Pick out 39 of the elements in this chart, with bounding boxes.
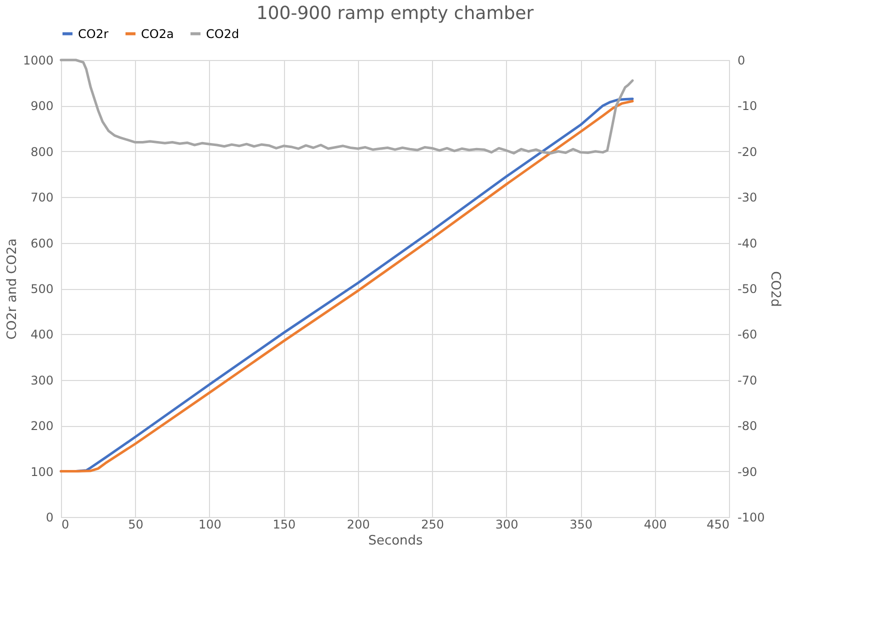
- y2-tick-label: -30: [738, 190, 758, 205]
- y2-tick-label: -10: [738, 99, 758, 114]
- x-tick-label: 300: [495, 518, 518, 532]
- y-tick-label: 300: [30, 373, 54, 388]
- x-tick-label: 250: [421, 518, 444, 532]
- legend-label: CO2r: [78, 26, 108, 41]
- y2-axis-title: CO2d: [768, 271, 783, 307]
- y2-tick-label: -50: [738, 282, 758, 296]
- y2-tick-label: -90: [738, 464, 758, 479]
- y2-tick-label: -80: [738, 419, 758, 434]
- y-tick-label: 400: [30, 328, 54, 342]
- y-tick-label: 100: [30, 464, 54, 479]
- x-tick-label: 350: [570, 518, 593, 532]
- x-tick-label: 400: [644, 518, 667, 532]
- y-axis-title: CO2r and CO2a: [4, 238, 20, 340]
- x-tick-label: 50: [128, 518, 144, 532]
- legend-label: CO2a: [141, 26, 174, 41]
- x-tick-label: 450: [706, 518, 730, 532]
- line-series: [60, 58, 634, 154]
- y-tick-label: 700: [30, 190, 54, 205]
- y-tick-label: 200: [30, 419, 54, 434]
- x-tick-label: 150: [272, 518, 296, 532]
- y-tick-label: 600: [30, 236, 54, 250]
- y2-tick-label: -100: [738, 510, 765, 524]
- x-tick-label: 200: [346, 518, 370, 532]
- y-tick-label: 1000: [22, 54, 54, 68]
- y2-tick-label: -20: [738, 144, 758, 159]
- y2-tick-label: -60: [738, 328, 758, 342]
- y2-tick-label: -40: [738, 236, 758, 250]
- y-tick-label: 800: [30, 144, 54, 159]
- chart-title: 100-900 ramp empty chamber: [256, 3, 534, 24]
- x-axis-title: Seconds: [368, 534, 424, 548]
- y2-tick-label: -70: [738, 373, 758, 388]
- y-tick-label: 900: [30, 99, 54, 114]
- y-tick-label: 500: [30, 282, 54, 296]
- legend-label: CO2d: [206, 26, 240, 41]
- x-tick-label: 100: [198, 518, 222, 532]
- y2-tick-label: 0: [738, 54, 746, 68]
- x-tick-label: 0: [62, 518, 70, 532]
